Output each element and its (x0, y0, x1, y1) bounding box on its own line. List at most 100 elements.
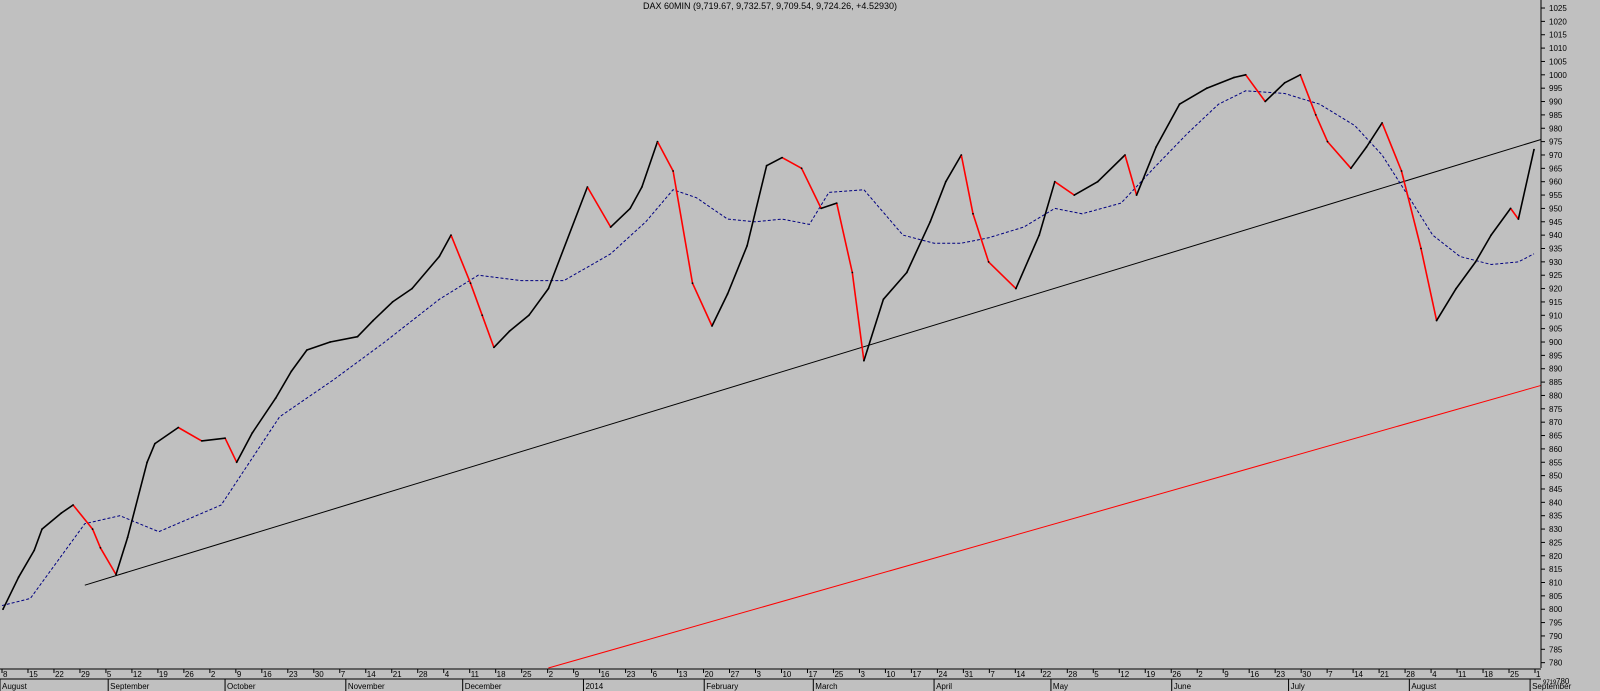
price-segment (2, 576, 20, 610)
price-segment (1135, 146, 1157, 196)
price-point (1244, 73, 1247, 76)
price-point (17, 576, 20, 579)
price-segment (469, 282, 483, 316)
y-tick-label: 920 (1549, 285, 1563, 294)
y-tick-label: 810 (1549, 578, 1563, 587)
y-tick-label: 935 (1549, 244, 1563, 253)
y-tick-label: 800 (1549, 605, 1563, 614)
price-point (1474, 261, 1477, 263)
price-segment (330, 335, 358, 343)
price-segment (251, 397, 277, 434)
price-point (960, 154, 963, 156)
price-point (851, 271, 854, 274)
price-segment (356, 320, 374, 338)
price-segment (746, 165, 768, 246)
x-tick-label: 13 (679, 670, 688, 679)
price-point (1038, 234, 1041, 237)
price-point (629, 207, 632, 210)
x-tick-label: 29 (81, 670, 90, 679)
price-segment (851, 272, 865, 361)
x-tick-label: 28 (1068, 670, 1077, 679)
price-segment (1517, 149, 1535, 220)
price-segment (1455, 261, 1477, 290)
price-point (99, 546, 102, 549)
price-segment (1315, 114, 1329, 142)
price-segment (481, 315, 495, 348)
x-tick-label: 9 (1224, 670, 1229, 679)
y-tick-label: 790 (1549, 632, 1563, 641)
price-point (1155, 146, 1157, 148)
chart-title: DAX 60MIN (9,719.67, 9,732.57, 9,709.54,… (643, 1, 897, 11)
moving-average-line (0, 90, 1535, 607)
price-segment (1179, 87, 1208, 105)
x-tick-label: 11 (471, 670, 480, 679)
price-point (1314, 114, 1317, 116)
y-tick-label: 1010 (1549, 44, 1567, 53)
price-point (224, 437, 227, 440)
price-segment (726, 245, 748, 295)
price-point (1490, 234, 1492, 237)
y-tick-label: 855 (1549, 458, 1563, 467)
x-tick-label: 26 (1172, 670, 1181, 679)
price-segment (1365, 122, 1383, 148)
y-bottom-label: 780 (1556, 677, 1570, 686)
price-point (609, 226, 612, 229)
y-tick-label: 965 (1549, 164, 1563, 173)
price-segment (863, 299, 885, 361)
y-tick-label: 835 (1549, 512, 1563, 521)
price-point (1455, 287, 1457, 290)
y-tick-label: 1020 (1549, 17, 1567, 26)
price-point (469, 282, 472, 285)
price-point (987, 261, 990, 263)
price-segment (1233, 74, 1246, 79)
price-point (944, 180, 947, 183)
moving-average-layer (0, 90, 1535, 607)
price-segment (201, 437, 226, 442)
price-segment (1420, 248, 1438, 321)
y-tick-label: 955 (1549, 191, 1563, 200)
price-point (528, 314, 530, 317)
x-month-label: December (465, 682, 502, 691)
y-tick-label: 850 (1549, 472, 1563, 481)
y-last-price-label: 9719 (1543, 680, 1557, 686)
price-segment (972, 213, 990, 263)
x-tick-label: 2 (211, 670, 216, 679)
price-point (711, 325, 713, 327)
x-month-label: April (936, 682, 952, 691)
price-segment (835, 202, 854, 273)
x-tick-label: 23 (289, 670, 298, 679)
price-segment (146, 443, 156, 463)
price-segment (547, 186, 589, 289)
price-segment (99, 547, 117, 575)
y-tick-label: 1000 (1549, 71, 1567, 80)
x-tick-label: 28 (419, 670, 428, 679)
price-point (656, 140, 659, 143)
trendline (548, 384, 1542, 669)
price-point (1015, 287, 1017, 290)
x-tick-label: 19 (1146, 670, 1155, 679)
x-tick-label: 9 (237, 670, 242, 679)
price-segment (1038, 181, 1056, 236)
x-tick-label: 7 (990, 670, 995, 679)
y-tick-label: 785 (1549, 645, 1563, 654)
x-tick-label: 30 (1302, 670, 1311, 679)
x-tick-label: 18 (1484, 670, 1493, 679)
price-segment (290, 349, 308, 372)
x-tick-label: 10 (886, 670, 895, 679)
price-segment (1124, 154, 1138, 196)
price-point (290, 370, 293, 373)
y-tick-label: 925 (1549, 271, 1563, 280)
x-tick-label: 2 (1198, 670, 1203, 679)
price-point (641, 186, 643, 188)
price-point (508, 330, 511, 333)
price-segment (781, 156, 802, 170)
price-segment (1490, 207, 1512, 236)
y-tick-label: 990 (1549, 98, 1563, 107)
price-segment (656, 141, 674, 172)
price-point (1073, 194, 1076, 197)
x-tick-label: 3 (757, 670, 762, 679)
price-point (1365, 146, 1368, 148)
x-tick-label: 23 (627, 670, 636, 679)
price-segment (586, 186, 612, 228)
